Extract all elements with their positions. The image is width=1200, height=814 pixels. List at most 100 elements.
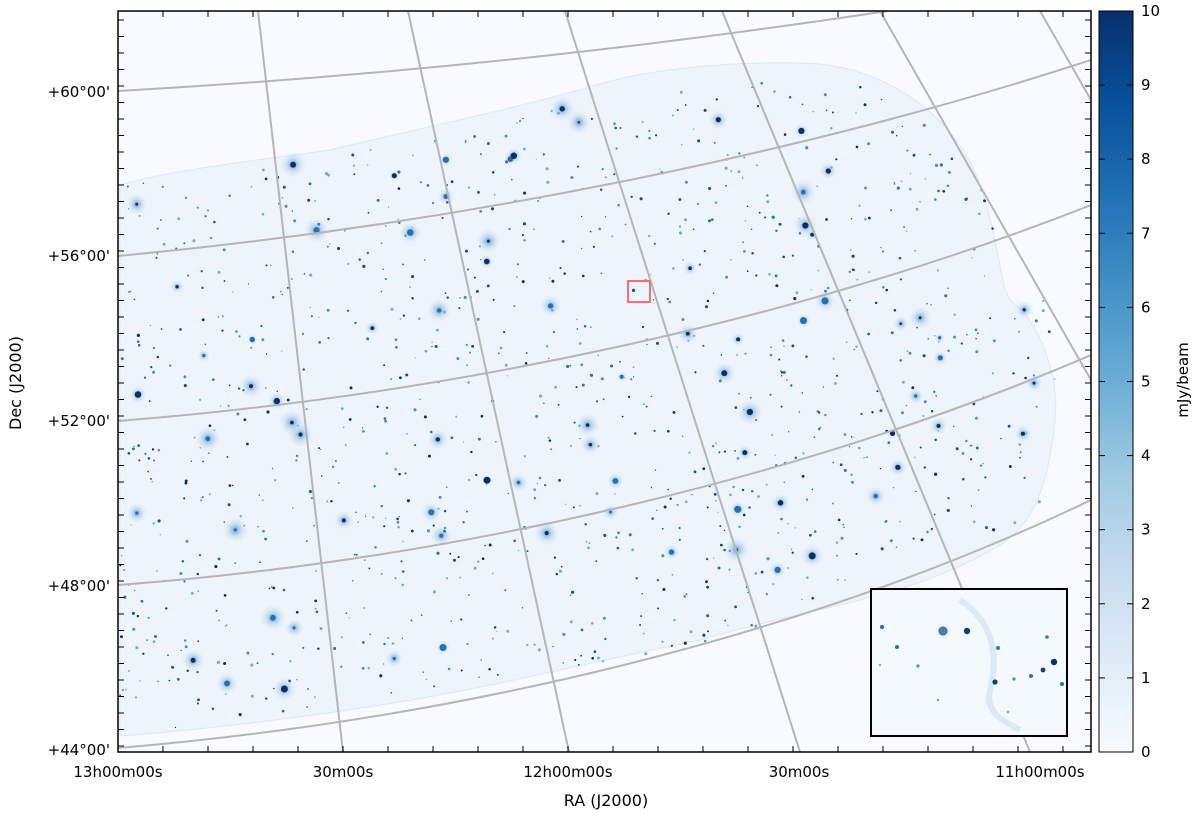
faint-source	[919, 446, 922, 449]
faint-source	[455, 415, 458, 418]
faint-source	[265, 697, 268, 700]
faint-source	[335, 460, 337, 462]
faint-source	[974, 328, 978, 332]
bright-source-core	[548, 303, 554, 309]
faint-source	[314, 607, 317, 610]
faint-source	[703, 249, 706, 253]
faint-source	[712, 557, 715, 559]
faint-source	[459, 576, 462, 579]
faint-source	[284, 204, 288, 208]
faint-source	[895, 546, 898, 549]
faint-source	[885, 519, 888, 523]
faint-source	[868, 271, 870, 273]
faint-source	[712, 292, 715, 294]
faint-source	[220, 405, 222, 407]
faint-source	[597, 354, 599, 356]
faint-source	[860, 412, 863, 416]
faint-source	[394, 338, 398, 342]
faint-source	[384, 419, 387, 423]
faint-source	[576, 165, 580, 168]
faint-source	[663, 505, 667, 509]
faint-source	[353, 173, 356, 176]
faint-source	[204, 214, 207, 218]
faint-source	[504, 589, 507, 592]
bright-source-core	[1020, 431, 1025, 436]
faint-source	[751, 86, 753, 88]
bright-source-core	[585, 423, 590, 427]
faint-source	[569, 620, 573, 624]
faint-source	[890, 331, 894, 335]
faint-source	[743, 250, 746, 253]
bright-source-core	[1032, 381, 1036, 385]
faint-source	[123, 595, 127, 599]
faint-source	[984, 526, 989, 530]
faint-source	[737, 170, 741, 174]
faint-source	[780, 517, 783, 521]
faint-source	[653, 242, 656, 245]
faint-source	[1042, 299, 1045, 302]
faint-source	[801, 103, 804, 106]
faint-source	[899, 359, 902, 362]
faint-source	[507, 492, 509, 495]
faint-source	[864, 186, 867, 190]
faint-source	[201, 496, 204, 499]
faint-source	[601, 660, 605, 663]
bright-source-core	[798, 127, 805, 134]
faint-source	[702, 344, 705, 347]
faint-source	[151, 480, 154, 483]
faint-source	[914, 250, 916, 252]
faint-source	[562, 632, 566, 636]
faint-source	[1023, 476, 1026, 480]
faint-source	[526, 550, 529, 553]
faint-source	[836, 554, 838, 557]
faint-source	[975, 350, 979, 354]
faint-source	[272, 586, 276, 590]
faint-source	[521, 280, 525, 284]
faint-source	[136, 614, 140, 618]
faint-source	[835, 541, 839, 544]
faint-source	[329, 243, 331, 245]
bright-source-core	[895, 464, 901, 470]
faint-source	[702, 467, 706, 471]
faint-source	[603, 533, 607, 537]
faint-source	[533, 228, 535, 231]
faint-source	[355, 511, 357, 513]
bright-source-core	[370, 326, 375, 330]
faint-source	[433, 685, 436, 688]
faint-source	[614, 126, 618, 130]
faint-source	[293, 219, 297, 223]
faint-source	[711, 444, 715, 448]
faint-source	[960, 342, 963, 345]
faint-source	[662, 587, 666, 592]
bright-source-core	[1022, 308, 1026, 312]
faint-source	[247, 283, 250, 285]
faint-source	[446, 296, 449, 299]
faint-source	[793, 297, 797, 301]
faint-source	[127, 451, 131, 455]
faint-source	[743, 156, 746, 159]
faint-source	[137, 343, 141, 347]
faint-source	[477, 560, 480, 563]
faint-source	[139, 680, 141, 682]
faint-source	[282, 588, 286, 592]
bright-source-core	[688, 266, 692, 271]
faint-source	[380, 504, 383, 508]
faint-source	[152, 640, 156, 644]
ra-gridline-3	[564, 11, 801, 752]
faint-source	[399, 376, 402, 380]
faint-source	[122, 568, 126, 572]
faint-source	[782, 255, 786, 259]
faint-source	[806, 576, 809, 579]
faint-source	[120, 635, 123, 639]
faint-source	[397, 187, 401, 190]
faint-source	[650, 273, 652, 276]
faint-source	[261, 168, 265, 172]
faint-source	[823, 93, 827, 97]
faint-source	[631, 288, 636, 292]
y-axis-label: Dec (J2000)	[6, 336, 25, 430]
faint-source	[473, 135, 476, 138]
faint-source	[736, 456, 740, 460]
faint-source	[830, 127, 833, 130]
faint-source	[394, 467, 398, 471]
faint-source	[354, 321, 357, 325]
